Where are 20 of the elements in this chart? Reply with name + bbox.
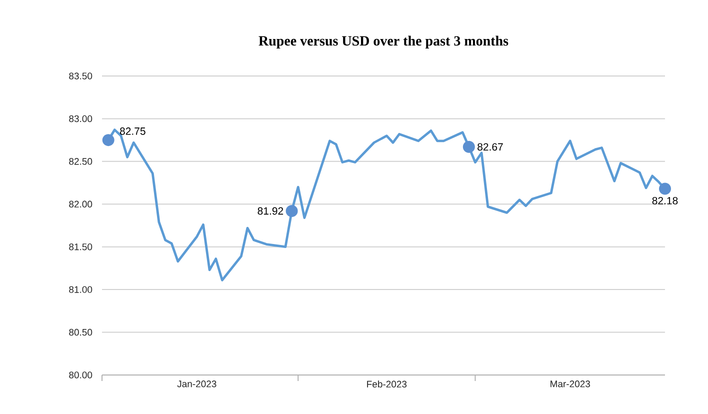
annotation: 81.92 bbox=[258, 207, 284, 215]
point bbox=[286, 204, 298, 217]
y-tick-label: 83.50 bbox=[69, 72, 92, 80]
chart-title: Rupee versus USD over the past 3 months bbox=[258, 36, 508, 48]
annotation: 82.18 bbox=[652, 196, 678, 204]
y-tick-label: 82.00 bbox=[69, 200, 92, 208]
x-tick-label: Mar-2023 bbox=[550, 380, 590, 388]
point bbox=[102, 134, 114, 146]
annotation: 82.67 bbox=[478, 143, 503, 151]
y-tick-label: 82.50 bbox=[69, 158, 92, 165]
y-tick-label: 81.00 bbox=[69, 286, 92, 293]
y-tick-label: 83.00 bbox=[69, 115, 92, 122]
x-tick-label: Feb-2023 bbox=[367, 380, 407, 388]
point bbox=[462, 140, 475, 153]
y-tick-label: 81.50 bbox=[69, 243, 92, 250]
y-tick-label: 80.50 bbox=[69, 328, 92, 336]
y-tick-label: 80.00 bbox=[69, 372, 92, 378]
annotation: 82.75 bbox=[120, 127, 146, 135]
x-tick-label: Jan-2023 bbox=[177, 380, 216, 388]
point bbox=[659, 182, 671, 195]
